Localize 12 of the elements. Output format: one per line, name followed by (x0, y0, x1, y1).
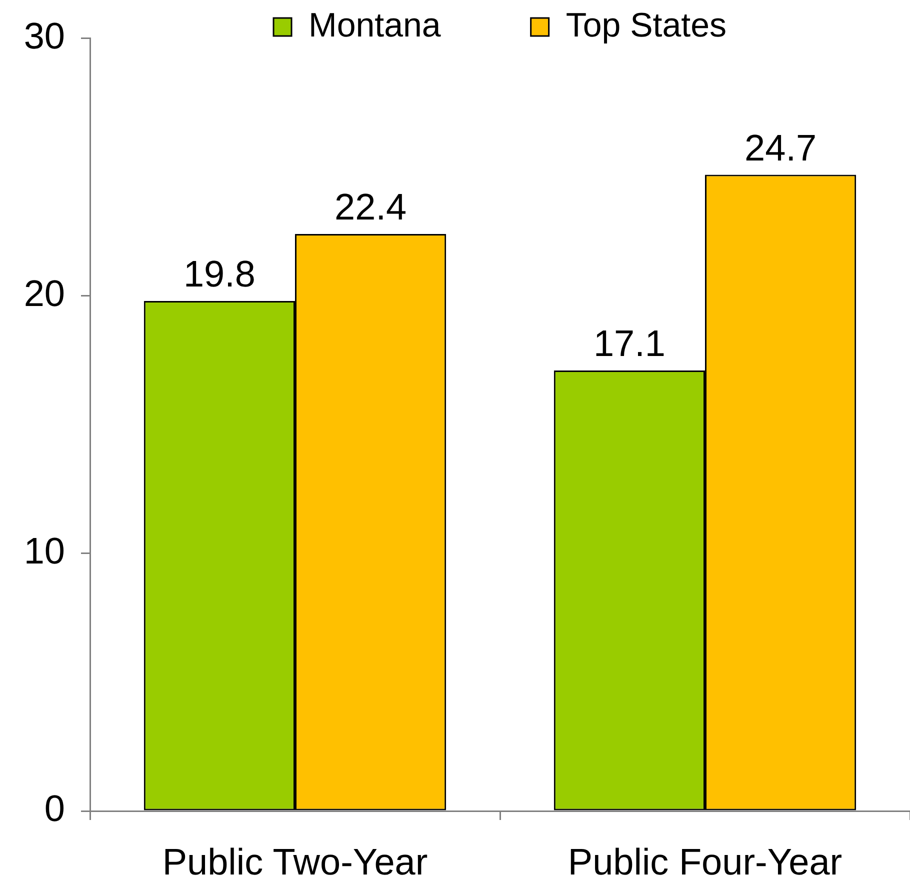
data-label: 17.1 (593, 323, 666, 364)
x-tick-label: Public Four-Year (568, 841, 842, 882)
y-tick-label: 0 (44, 788, 65, 830)
data-label: 19.8 (183, 254, 256, 295)
x-tick-label: Public Two-Year (162, 841, 428, 882)
legend-label: Montana (308, 6, 441, 44)
data-label: 24.7 (744, 127, 817, 168)
y-tick-label: 30 (24, 15, 65, 56)
legend-label: Top States (566, 6, 726, 44)
y-tick-label: 20 (24, 273, 65, 314)
y-tick-label: 10 (24, 530, 65, 572)
data-label: 22.4 (334, 186, 407, 228)
